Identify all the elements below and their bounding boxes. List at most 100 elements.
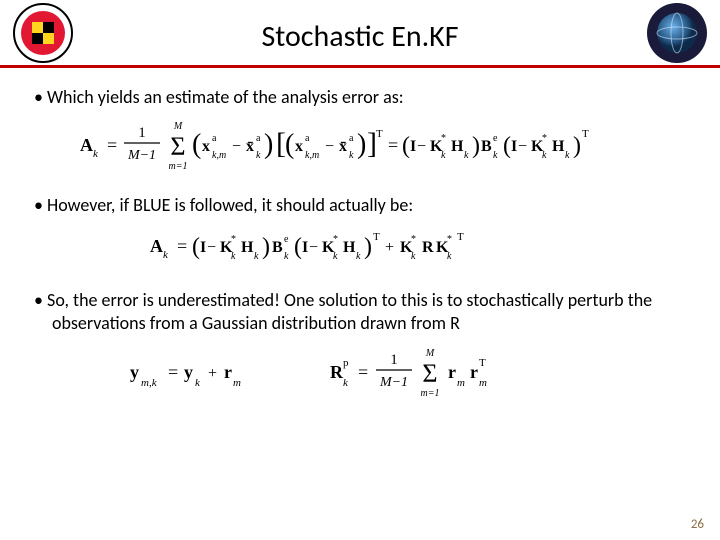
svg-text:M: M [425,348,435,359]
svg-text:k: k [356,251,361,262]
svg-text:k: k [411,251,416,262]
svg-text:*: * [447,234,452,245]
svg-text:a: a [256,133,261,144]
content-area: Which yields an estimate of the analysis… [0,68,720,403]
svg-text:Σ: Σ [422,359,437,388]
svg-text:a: a [212,133,217,144]
svg-text:1: 1 [138,125,146,141]
svg-text:r: r [448,362,456,382]
svg-text:*: * [411,234,416,245]
svg-text:k: k [565,150,570,161]
svg-text:k: k [441,150,446,161]
svg-text:T: T [457,231,464,243]
svg-text:A: A [80,135,93,155]
svg-text:*: * [542,133,547,144]
svg-text:H: H [552,138,565,155]
svg-text:a: a [349,133,354,144]
svg-text:x̄: x̄ [246,138,254,155]
svg-text:I: I [302,239,308,256]
svg-text:a: a [305,133,310,144]
svg-text:*: * [441,133,446,144]
svg-text:R: R [422,239,434,256]
svg-text:H: H [451,138,464,155]
svg-text:e: e [284,234,289,245]
svg-text:H: H [241,239,254,256]
svg-text:m=1: m=1 [421,388,440,398]
svg-text:*: * [231,234,236,245]
svg-text:k: k [542,150,547,161]
svg-text:=: = [177,236,187,256]
svg-text:(: ( [402,133,410,159]
svg-text:M: M [173,121,183,132]
svg-text:(: ( [294,234,302,260]
svg-text:k: k [254,251,259,262]
bullet-2: However, if BLUE is followed, it should … [34,194,686,217]
svg-text:m: m [233,377,241,389]
svg-text:k: k [343,377,349,389]
svg-text:=: = [107,135,117,155]
svg-text:+: + [385,239,394,256]
equation-1: A k = 1 M−1 M Σ m=1 ( x a k,m − x̄ a k [34,117,686,176]
svg-text:1: 1 [390,352,398,368]
svg-text:=: = [388,135,398,155]
svg-text:M−1: M−1 [379,375,408,390]
equation-3: y m,k = y k + r m R p k = 1 M−1 M Σ m=1 … [34,344,686,403]
svg-text:k: k [93,148,99,160]
svg-text:r: r [224,362,232,382]
svg-text:m: m [457,377,465,389]
svg-text:M−1: M−1 [127,148,156,163]
svg-text:T: T [373,231,380,243]
svg-text:y: y [184,362,193,382]
svg-text:−: − [309,239,318,256]
svg-text:(: ( [192,129,201,160]
svg-text:k: k [493,150,498,161]
svg-text:): ) [472,133,480,159]
svg-text:I: I [410,138,416,155]
svg-text:): ) [264,129,273,160]
svg-text:k: k [163,249,169,261]
svg-text:B: B [481,138,492,155]
svg-text:A: A [150,236,163,256]
svg-text:R: R [330,362,344,382]
svg-text:k: k [464,150,469,161]
svg-text:x: x [295,138,303,155]
bullet-1: Which yields an estimate of the analysis… [34,86,686,109]
svg-text:I: I [200,239,206,256]
umd-logo [12,2,74,64]
svg-text:−: − [325,138,334,155]
svg-text:−: − [417,138,426,155]
svg-text:m: m [479,377,487,389]
slide-title: Stochastic En.KF [0,0,720,55]
svg-text:k: k [349,150,354,161]
svg-text:I: I [511,138,517,155]
svg-text:k: k [256,150,261,161]
svg-text:k,m: k,m [305,150,319,161]
slide-number: 26 [691,517,704,532]
svg-text:x: x [202,138,210,155]
svg-text:−: − [232,138,241,155]
svg-text:y: y [130,362,139,382]
bullet-3: So, the error is underestimated! One sol… [34,289,686,336]
svg-text:): ) [357,129,366,160]
svg-text:B: B [272,239,283,256]
svg-text:*: * [333,234,338,245]
svg-text:r: r [470,362,478,382]
svg-text:+: + [208,365,217,382]
svg-text:x̄: x̄ [339,138,347,155]
svg-text:=: = [168,362,178,382]
svg-text:k: k [195,377,201,389]
svg-text:k: k [231,251,236,262]
svg-text:(: ( [285,129,294,160]
svg-text:p: p [343,357,349,369]
svg-text:=: = [358,362,368,382]
svg-text:(: ( [192,234,200,260]
svg-text:T: T [376,128,383,140]
svg-text:): ) [573,133,581,159]
header: Stochastic En.KF [0,0,720,68]
svg-text:−: − [207,239,216,256]
svg-text:e: e [493,133,498,144]
svg-text:m=1: m=1 [169,161,188,171]
svg-text:H: H [343,239,356,256]
svg-text:k: k [284,251,289,262]
svg-text:Σ: Σ [170,132,185,161]
